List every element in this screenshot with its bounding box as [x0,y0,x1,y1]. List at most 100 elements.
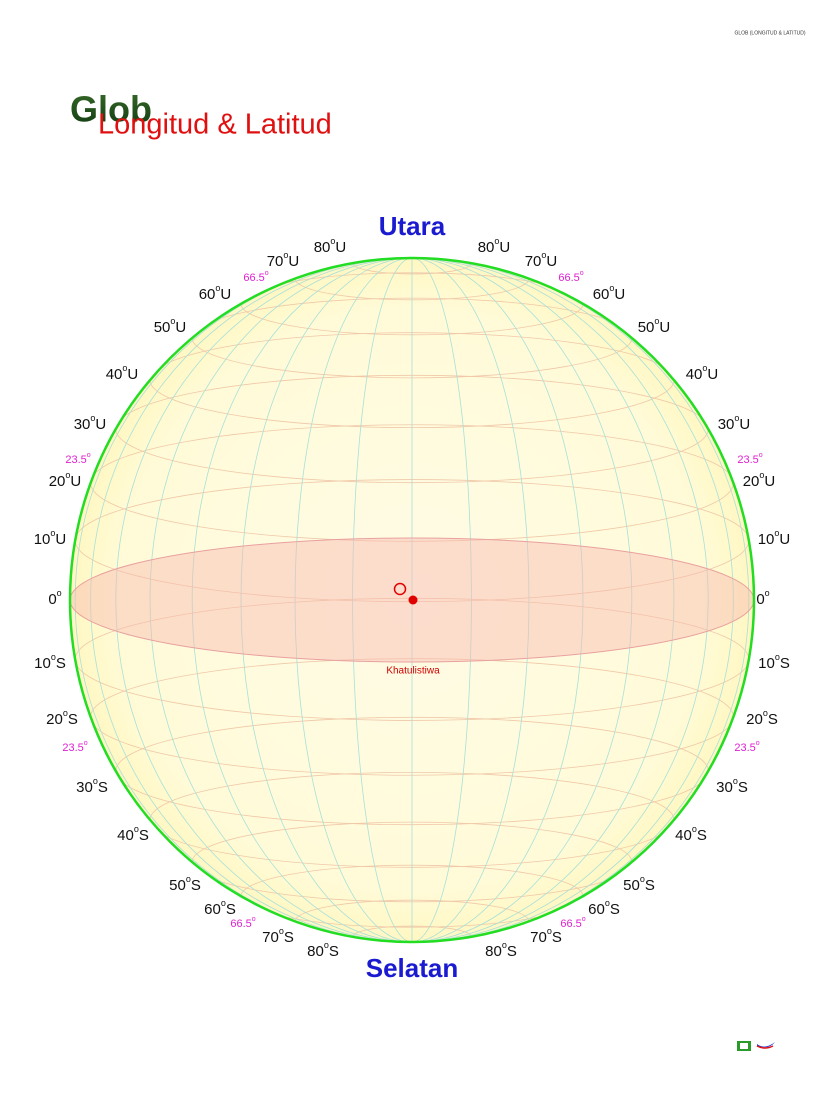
logo-inner [740,1043,748,1049]
latitude-direction: S [780,655,790,672]
degree-mark: o [759,470,764,480]
degree-mark: o [93,776,98,786]
degree-mark: o [252,916,256,923]
latitude-direction: S [738,779,748,796]
degree-mark: o [640,874,645,884]
latitude-label: 70oS [262,926,294,946]
degree-mark: o [87,452,91,459]
latitude-number: 50 [169,877,186,894]
latitude-number: 60 [204,901,221,918]
meridian [115,258,709,942]
latitude-number: 40 [106,366,123,383]
latitude-direction: S [68,711,78,728]
latitude-label: 20oU [49,470,82,490]
latitude-number: 30 [718,416,735,433]
latitude-number: 20 [746,711,763,728]
latitude-direction: U [127,366,138,383]
tropic-label: 66.5o [243,270,268,284]
degree-mark: o [57,588,62,598]
latitude-label: 50oU [638,316,671,336]
tropic-label: 66.5o [560,916,585,930]
latitude-number: 80 [485,943,502,960]
latitude-direction: U [739,416,750,433]
degree-mark: o [494,236,499,246]
degree-mark: o [775,652,780,662]
latitude-label: 50oU [154,316,187,336]
latitude-direction: S [610,901,620,918]
logos [737,1041,775,1051]
latitude-direction: S [284,929,294,946]
latitude-number: 40 [117,827,134,844]
latitude-direction: U [220,286,231,303]
latitude-label: 50oS [169,874,201,894]
latitude-label: 80oS [307,940,339,960]
degree-mark: o [734,413,739,423]
latitude-label: 10oU [34,528,67,548]
latitude-direction: U [499,239,510,256]
latitude-number: 40 [675,827,692,844]
title-main: Glob [70,89,152,130]
latitude-label: 10oS [758,652,790,672]
latitude-label: 70oS [530,926,562,946]
latitude-direction: S [226,901,236,918]
tropic-label: 23.5o [62,740,87,754]
tropic-number: 23.5 [62,742,83,754]
center-dot [408,595,418,605]
latitude-number: 30 [76,779,93,796]
meridian [149,258,675,942]
latitude-label: 0o [48,588,61,608]
latitude-label: 10oU [758,528,791,548]
latitude-direction: S [191,877,201,894]
latitude-number: 50 [638,319,655,336]
degree-mark: o [580,270,584,277]
degree-mark: o [279,926,284,936]
latitude-direction: U [779,531,790,548]
latitude-direction: S [56,655,66,672]
tropic-number: 66.5 [230,918,251,930]
degree-mark: o [547,926,552,936]
latitude-number: 20 [743,473,760,490]
degree-mark: o [756,740,760,747]
logo-swoosh-red [756,1045,774,1049]
latitude-number: 20 [46,711,63,728]
latitude-label: 40oU [686,363,719,383]
latitude-number: 60 [199,286,216,303]
latitude-direction: S [98,779,108,796]
latitude-number: 60 [593,286,610,303]
latitude-number: 10 [34,655,51,672]
degree-mark: o [692,824,697,834]
tropic-number: 23.5 [737,454,758,466]
degree-mark: o [50,528,55,538]
latitude-label: 80oU [478,236,511,256]
latitude-label: 80oS [485,940,517,960]
latitude-direction: U [659,319,670,336]
latitude-label: 10oS [34,652,66,672]
degree-mark: o [186,874,191,884]
latitude-number: 70 [530,929,547,946]
latitude-number: 70 [525,253,542,270]
meridian [294,258,530,942]
meridian [74,258,750,942]
degree-mark: o [170,316,175,326]
degree-mark: o [134,824,139,834]
latitude-labels: 80oU70oU60oU50oU40oU30oU20oU10oU0o10oS20… [34,236,791,960]
tropic-number: 66.5 [558,272,579,284]
latitude-number: 80 [314,239,331,256]
degree-mark: o [215,283,220,293]
degree-mark: o [65,470,70,480]
degree-mark: o [582,916,586,923]
degree-mark: o [221,898,226,908]
latitude-label: 20oS [46,708,78,728]
degree-mark: o [654,316,659,326]
latitude-number: 0 [48,591,56,608]
tropic-label: 66.5o [230,916,255,930]
latitude-direction: U [707,366,718,383]
meridian [240,258,584,942]
latitude-number: 40 [686,366,703,383]
globe [68,256,756,944]
meridian [90,258,734,942]
degree-mark: o [605,898,610,908]
latitude-direction: U [335,239,346,256]
degree-mark: o [765,588,770,598]
